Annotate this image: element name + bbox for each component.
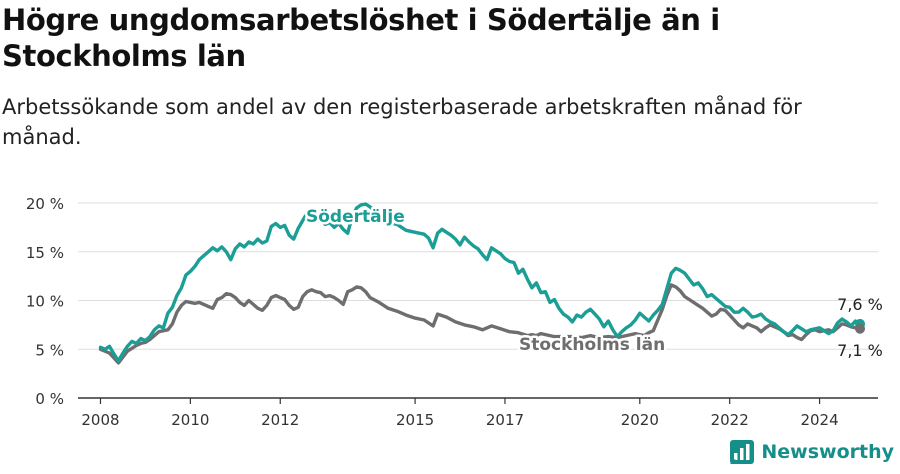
chart-title: Högre ungdomsarbetslöshet i Södertälje ä… [2,3,720,73]
y-tick-label: 5 % [35,341,64,359]
x-tick-label: 2008 [81,411,119,429]
x-tick-label: 2012 [261,411,299,429]
x-tick-label: 2010 [171,411,209,429]
x-tick-label: 2020 [621,411,659,429]
stockholm-end-label: 7,1 % [837,341,883,360]
stockholm-label-halo: Stockholms län [519,335,665,355]
x-axis: 2008 2010 2012 2015 2017 2020 2022 2024 [78,397,878,429]
sodertalje-end-label: 7,6 % [837,295,883,314]
stockholm-label: Stockholms län [519,335,665,355]
y-tick-label: 15 % [26,244,64,262]
newsworthy-logo: Newsworthy [729,438,894,466]
y-tick-label: 10 % [26,293,64,311]
stockholm-line [98,283,862,365]
y-axis-tick-labels: 0 % 5 % 10 % 15 % 20 % [26,195,64,408]
sodertalje-label-halo: Södertälje [306,207,405,227]
gridlines [78,202,878,350]
x-tick-label: 2017 [486,411,524,429]
sodertalje-line [98,202,862,363]
chart-subtitle: Arbetssökande som andel av den registerb… [2,95,802,149]
newsworthy-icon [730,440,755,464]
stockholm-end-dot [855,323,866,334]
y-tick-label: 20 % [26,195,64,213]
y-tick-label: 0 % [35,390,64,408]
x-tick-label: 2024 [800,411,838,429]
series-lines [98,202,866,365]
sodertalje-label: Södertälje [306,207,405,227]
brand-name: Newsworthy [761,441,894,463]
x-tick-label: 2015 [396,411,434,429]
x-tick-label: 2022 [711,411,749,429]
